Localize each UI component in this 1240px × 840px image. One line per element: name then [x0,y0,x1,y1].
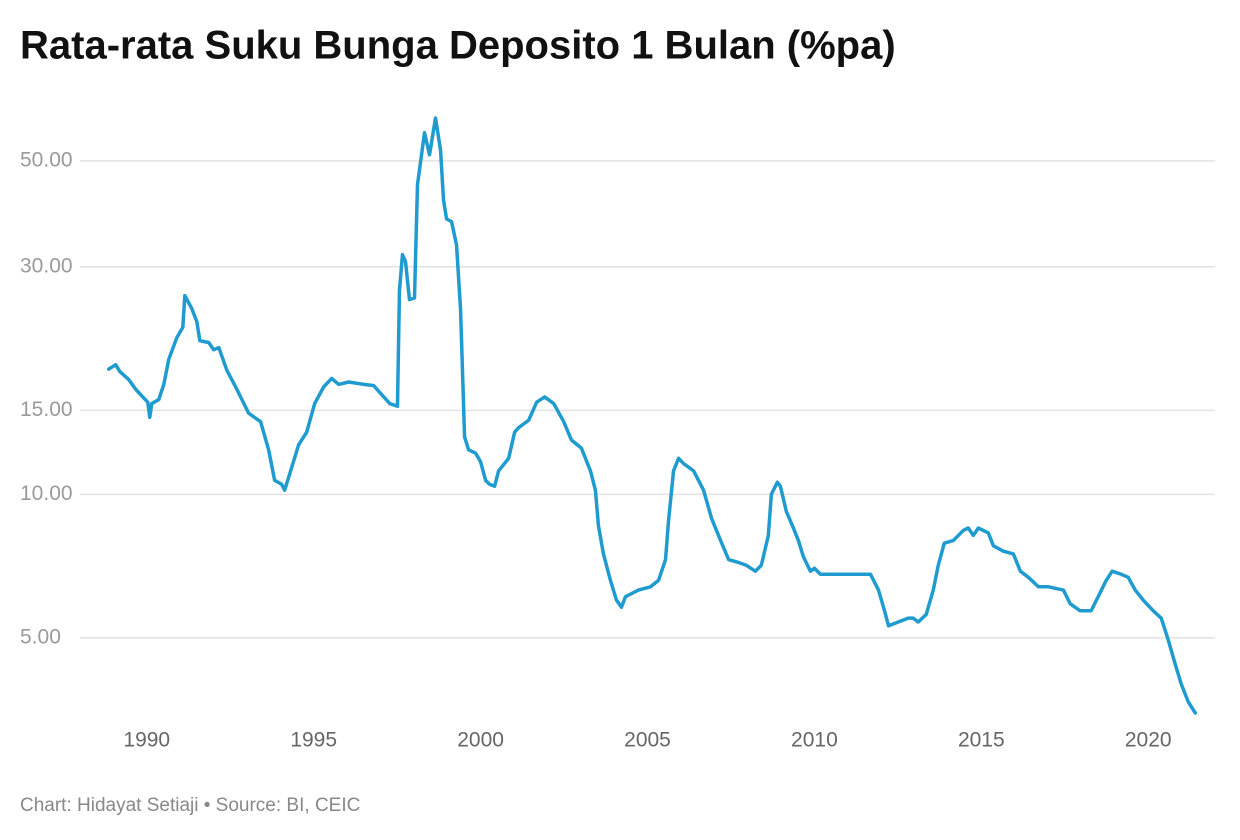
y-tick-label: 10.00 [20,482,73,505]
chart-title: Rata-rata Suku Bunga Deposito 1 Bulan (%… [20,24,896,68]
x-tick-label: 1995 [290,729,337,752]
x-tick-label: 2010 [791,729,838,752]
x-tick-label: 2000 [457,729,504,752]
y-tick-label: 30.00 [20,254,73,277]
x-tick-label: 2005 [624,729,671,752]
chart-source: Chart: Hidayat Setiaji • Source: BI, CEI… [20,795,360,816]
y-tick-label: 15.00 [20,398,73,421]
y-tick-label: 50.00 [20,148,73,171]
x-tick-label: 1990 [123,729,170,752]
y-tick-label: 5.00 [20,625,61,648]
x-tick-label: 2020 [1125,729,1172,752]
data-line [106,116,1198,715]
x-tick-label: 2015 [958,729,1005,752]
